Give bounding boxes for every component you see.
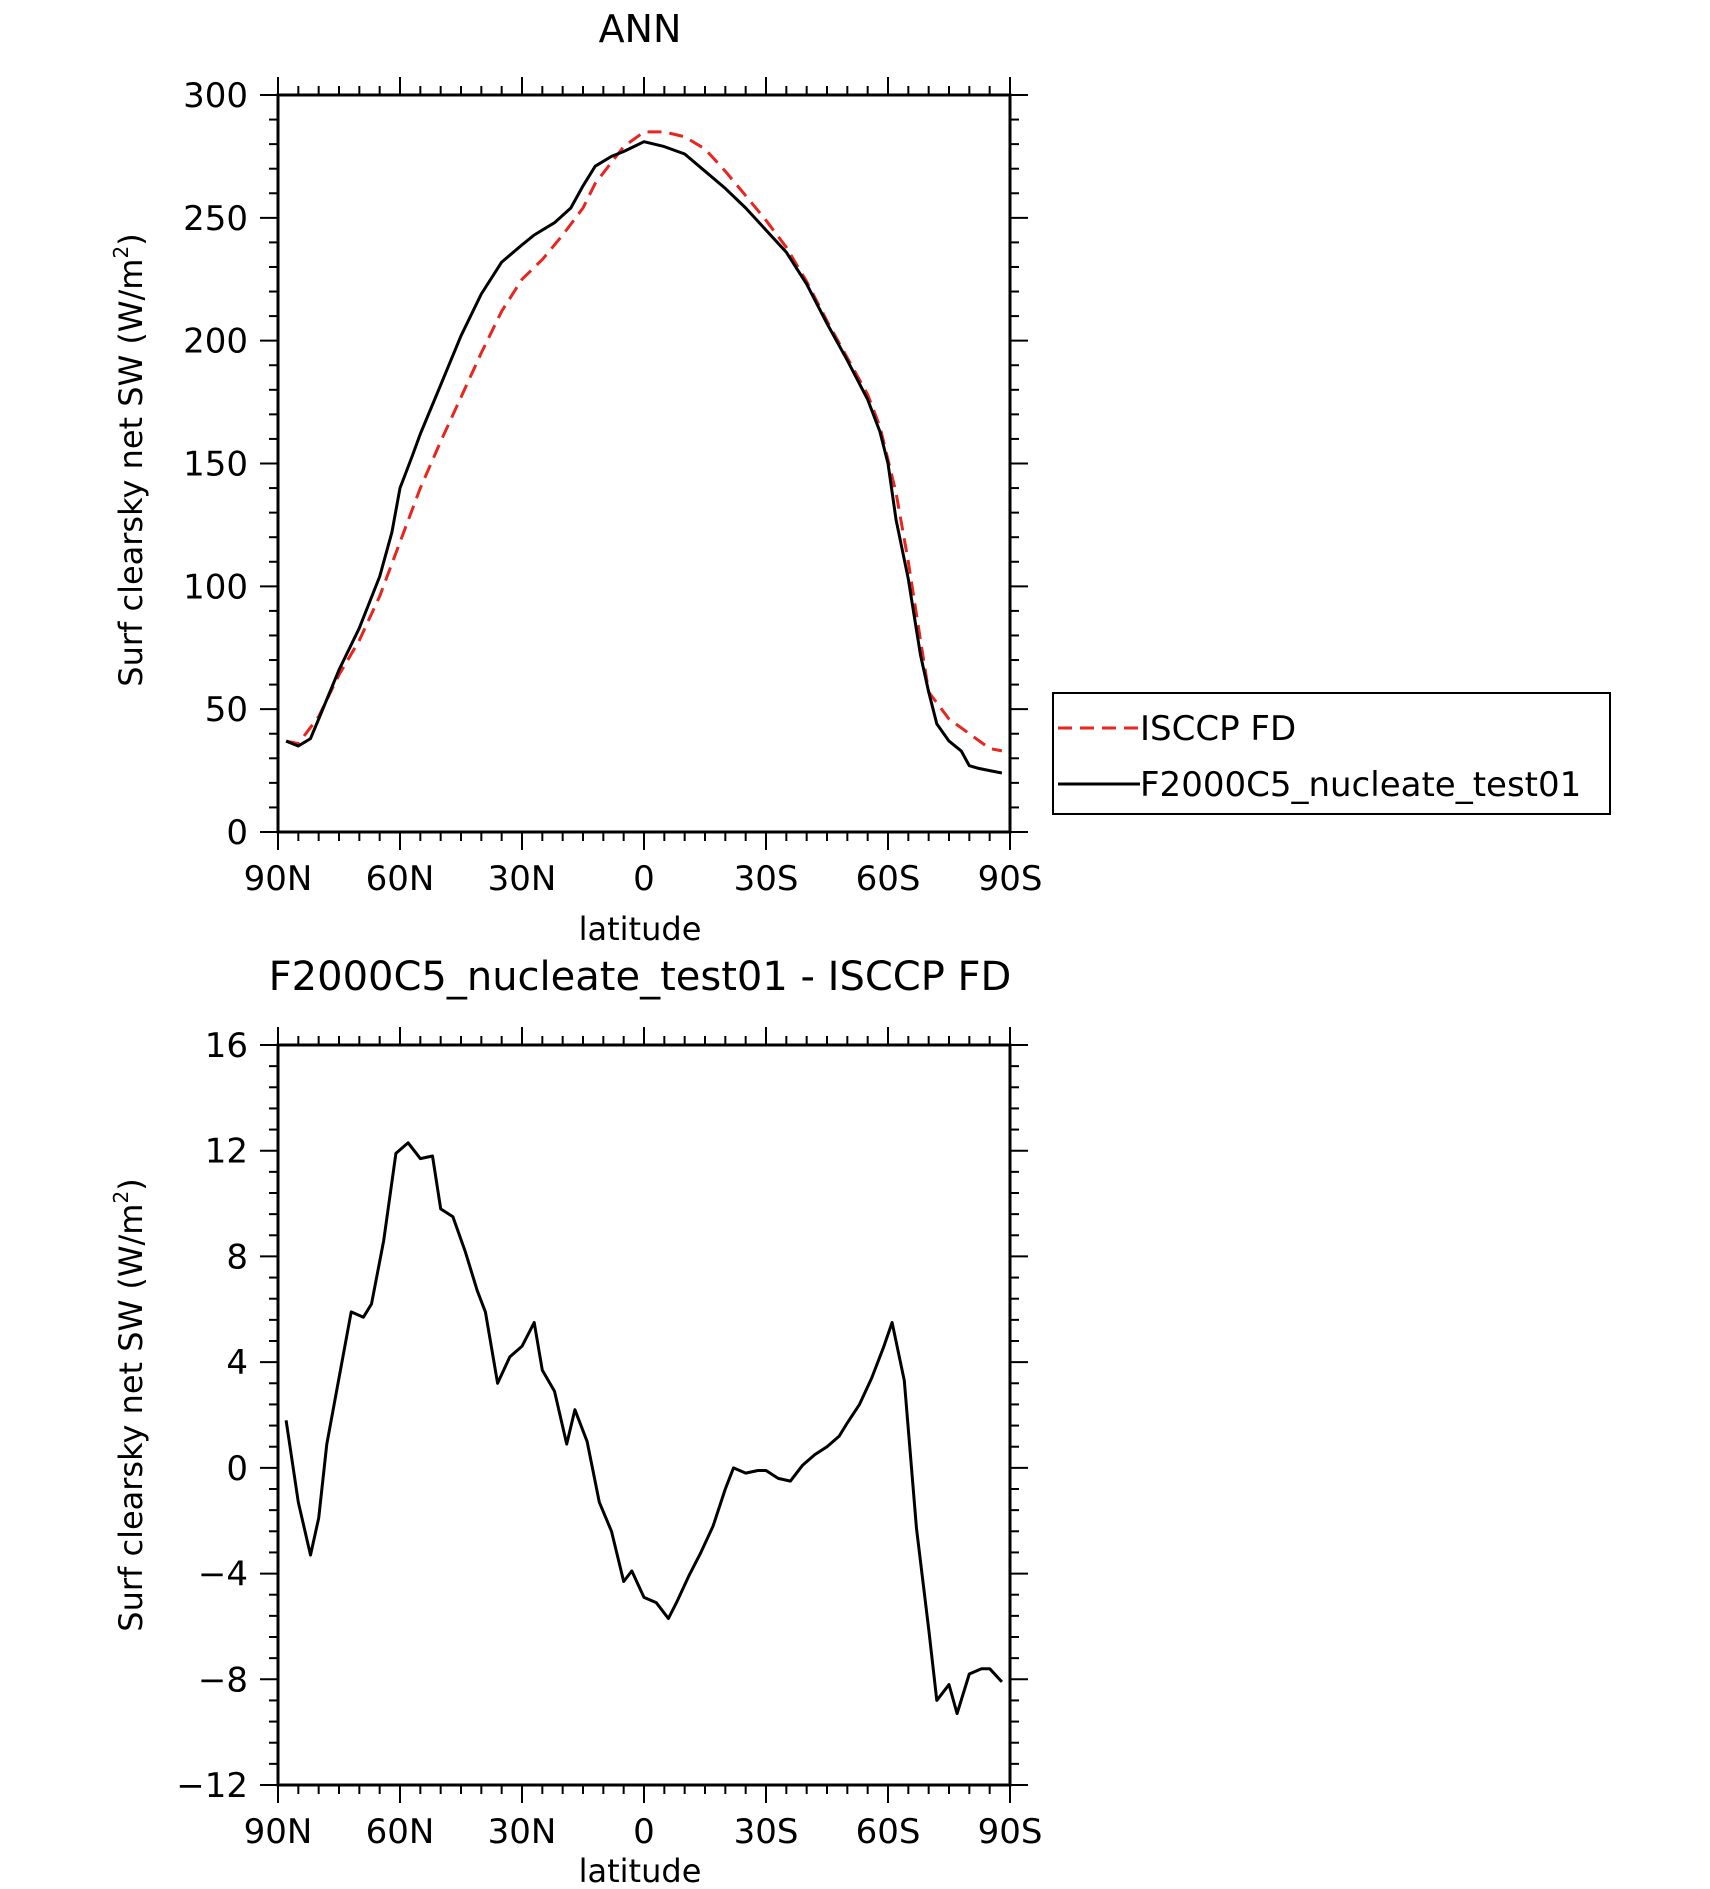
y-tick-label: −4 [198, 1555, 248, 1595]
chart-panel-top: ANN 90N 60N 30N 0 30S 60S 90S 0 50 100 150 200 250 3… [109, 7, 1611, 948]
y-tick-label: −8 [198, 1660, 248, 1700]
y-tick-label: 4 [226, 1343, 248, 1383]
y-axis-label-end: ) [112, 1178, 150, 1190]
series-line-isccp-fd [285, 130, 1003, 753]
y-tick-label: 16 [205, 1026, 248, 1066]
x-tick-label: 0 [633, 859, 655, 899]
series-group [285, 130, 1003, 775]
series-group [284, 1141, 1004, 1716]
series-line-f2000c5-nucleate-test01 [285, 140, 1003, 775]
axes-frame [260, 77, 1028, 850]
legend-box [1052, 692, 1611, 815]
y-axis-label-main: Surf clearsky net SW (W/m [112, 259, 150, 687]
x-tick-label: 90N [244, 1812, 313, 1852]
plot-border [276, 1043, 1012, 1787]
y-axis-label-sup: 2 [109, 1191, 133, 1204]
y-tick-label: 300 [183, 76, 248, 116]
y-tick-label: −12 [176, 1766, 248, 1806]
y-tick-label: 12 [205, 1132, 248, 1172]
x-tick-label: 60S [856, 1812, 921, 1852]
y-axis-label-end: ) [112, 233, 150, 245]
axes-frame [260, 1027, 1028, 1803]
legend-label-isccp: ISCCP FD [1140, 709, 1296, 749]
y-tick-label: 50 [205, 690, 248, 730]
y-tick-label: 150 [183, 445, 248, 485]
x-tick-labels: 90N 60N 30N 0 30S 60S 90S [244, 1812, 1043, 1852]
x-tick-label: 30N [488, 859, 557, 899]
chart-title: ANN [599, 7, 682, 51]
y-axis-label: Surf clearsky net SW (W/m2) [109, 1178, 150, 1631]
x-tick-label: 30S [734, 859, 799, 899]
y-tick-label: 200 [183, 322, 248, 362]
x-tick-labels: 90N 60N 30N 0 30S 60S 90S [244, 859, 1043, 899]
x-tick-label: 90S [978, 1812, 1043, 1852]
y-axis-label-sup: 2 [109, 246, 133, 259]
x-tick-label: 0 [633, 1812, 655, 1852]
x-axis-label: latitude [579, 1852, 702, 1889]
x-tick-label: 90N [244, 859, 313, 899]
x-tick-label: 30S [734, 1812, 799, 1852]
y-tick-label: 100 [183, 567, 248, 607]
y-tick-label: 0 [226, 813, 248, 853]
y-axis-label: Surf clearsky net SW (W/m2) [109, 233, 150, 686]
legend: ISCCP FD F2000C5_nucleate_test01 [1052, 692, 1611, 815]
y-axis-label-main: Surf clearsky net SW (W/m [112, 1204, 150, 1632]
chart-panel-bottom: F2000C5_nucleate_test01 - ISCCP FD 90N 60… [109, 954, 1042, 1889]
x-tick-label: 90S [978, 859, 1043, 899]
y-tick-labels: −12 −8 −4 0 4 8 12 16 [176, 1026, 248, 1806]
x-axis-label: latitude [579, 910, 702, 948]
chart-title: F2000C5_nucleate_test01 - ISCCP FD [269, 954, 1012, 1000]
y-tick-label: 8 [226, 1237, 248, 1277]
legend-label-model: F2000C5_nucleate_test01 [1140, 765, 1581, 805]
x-tick-label: 60N [366, 1812, 435, 1852]
y-tick-labels: 0 50 100 150 200 250 300 [183, 76, 248, 853]
y-tick-label: 0 [226, 1449, 248, 1489]
series-line-difference [284, 1141, 1004, 1716]
y-tick-label: 250 [183, 199, 248, 239]
plot-border [276, 93, 1012, 834]
x-tick-label: 60S [856, 859, 921, 899]
x-tick-label: 60N [366, 859, 435, 899]
x-tick-label: 30N [488, 1812, 557, 1852]
